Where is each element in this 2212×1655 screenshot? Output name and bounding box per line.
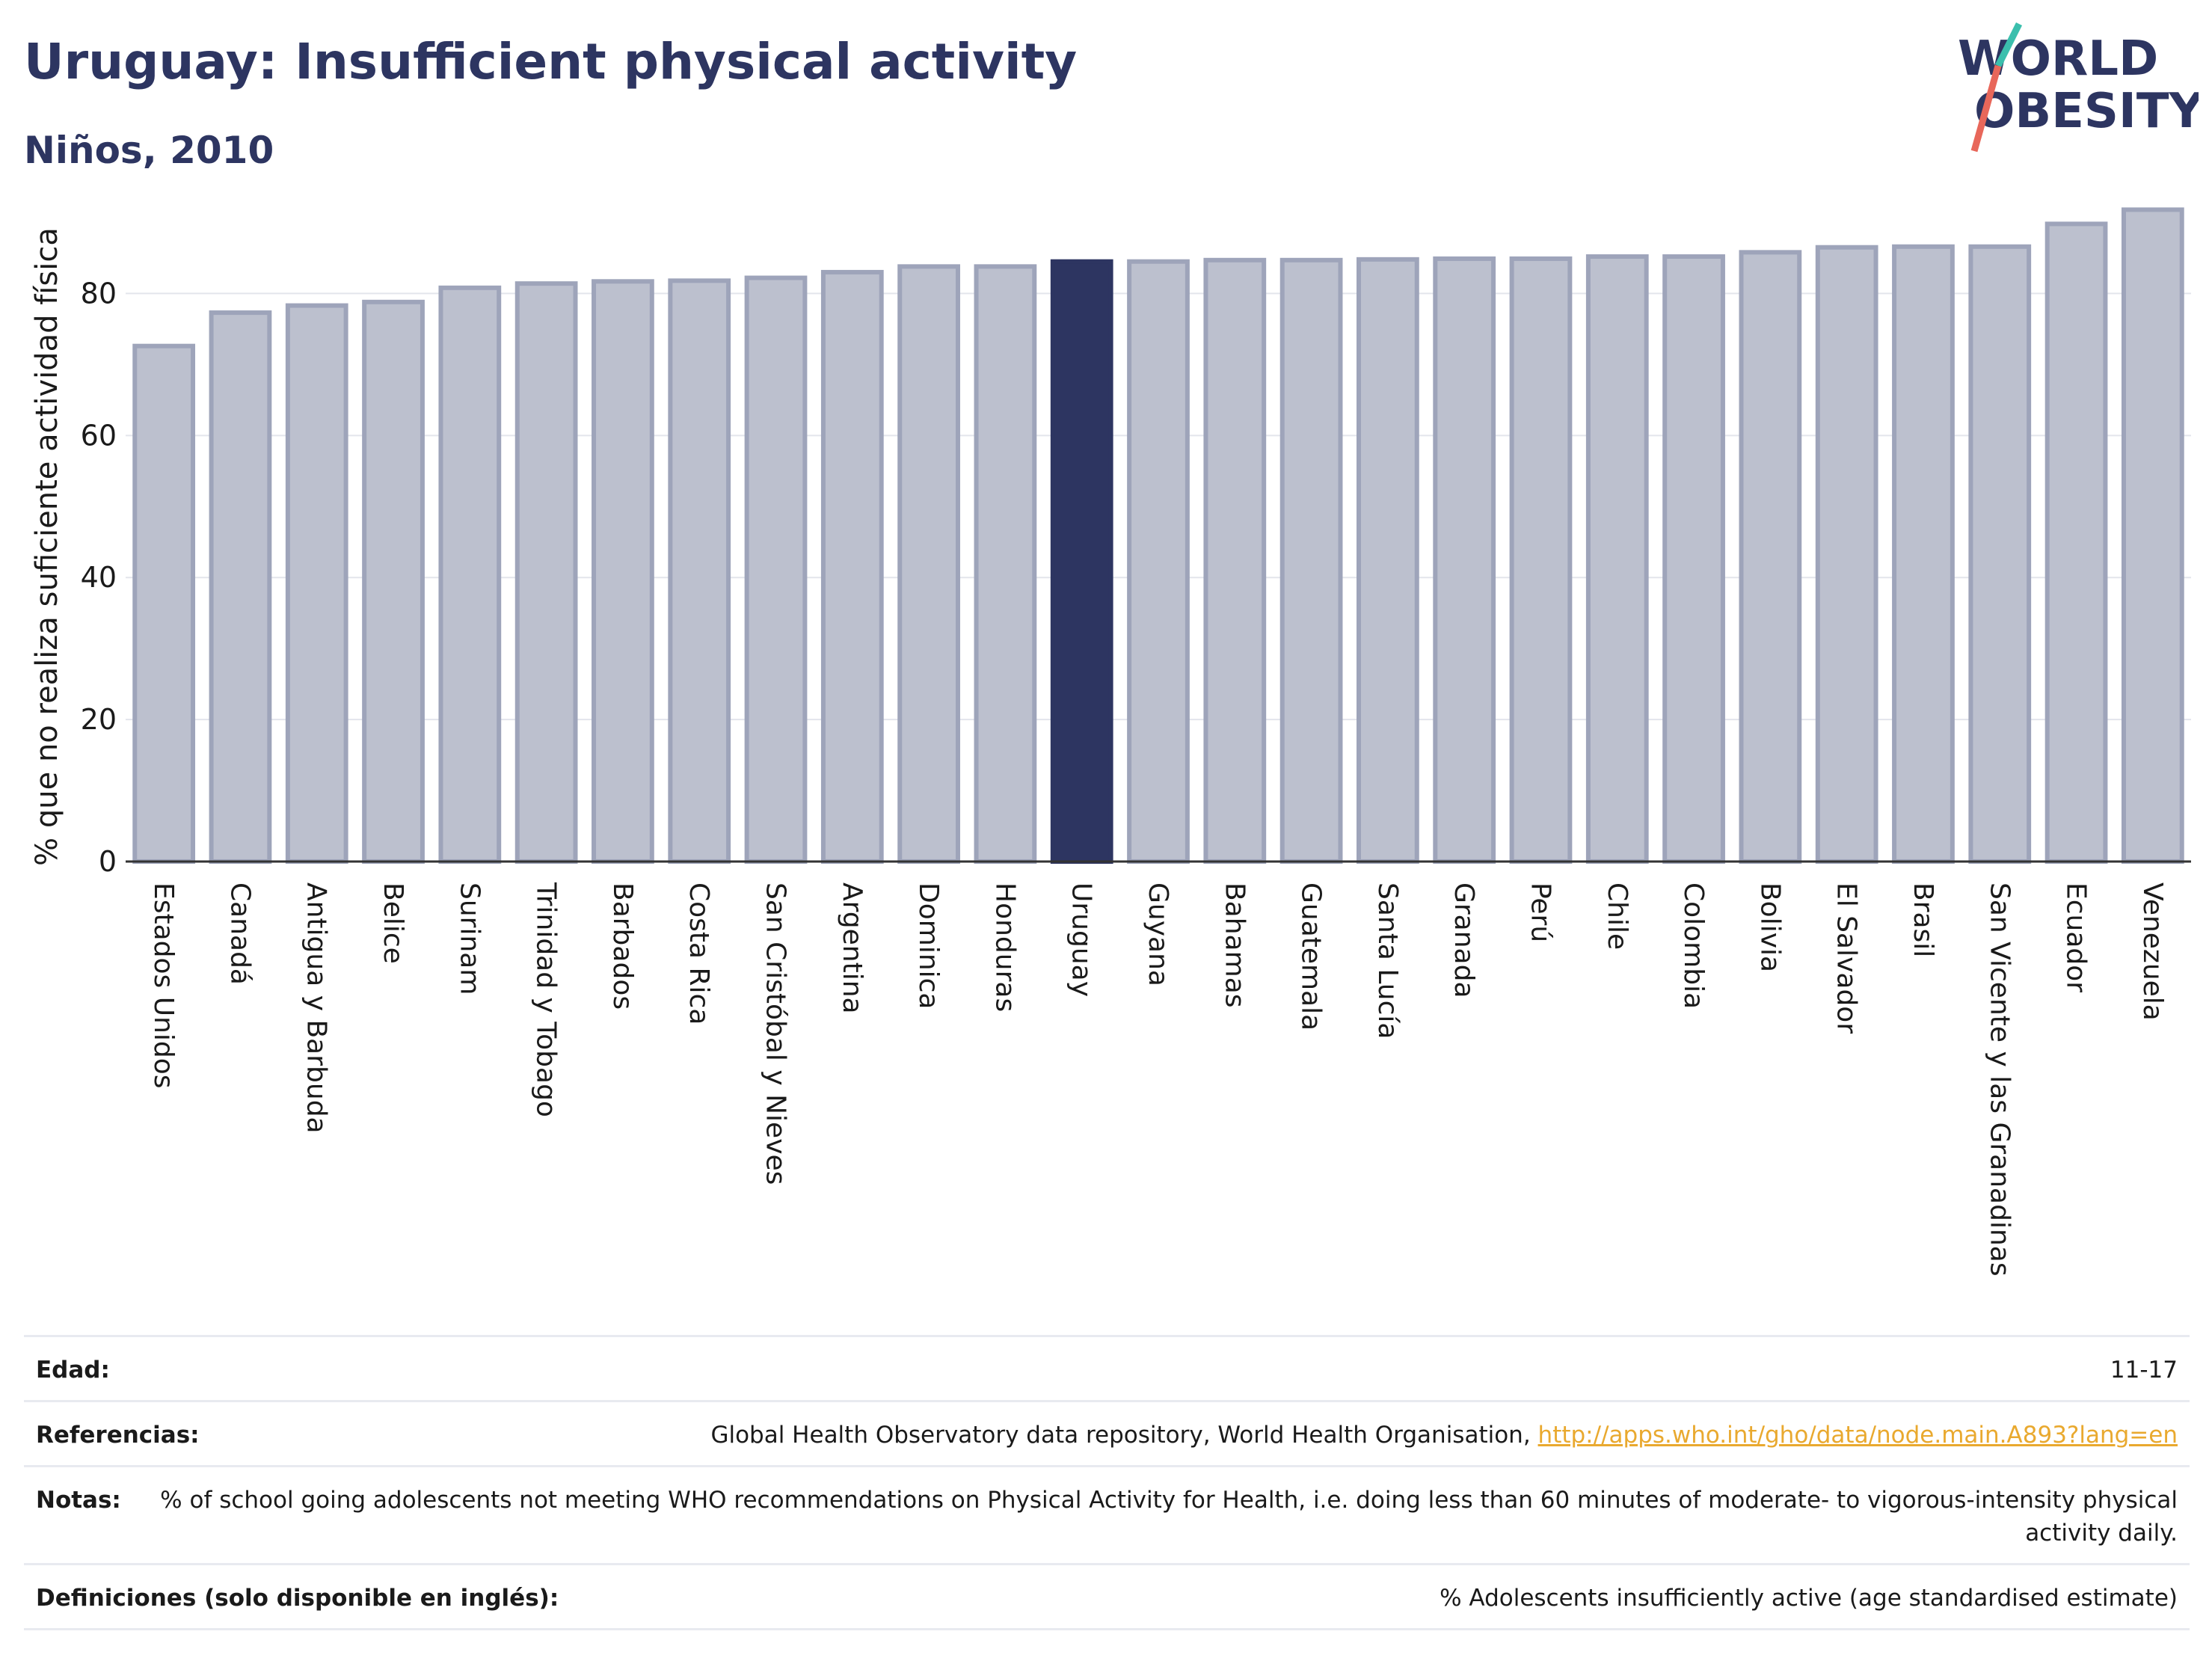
x-tick-label: Surinam <box>454 882 485 995</box>
bar <box>1662 254 1725 865</box>
metadata-key: Edad: <box>36 1357 110 1384</box>
y-tick-label: 0 <box>99 845 117 878</box>
x-tick-label: Chile <box>1602 882 1632 950</box>
x-tick-label: Perú <box>1525 882 1555 942</box>
y-tick-label: 80 <box>81 277 117 310</box>
x-tick-label: Dominica <box>913 882 944 1010</box>
logo-text-line2: OBESITY <box>1974 84 2199 139</box>
bar <box>362 299 425 864</box>
x-tick-label: San Vicente y las Granadinas <box>1984 882 2015 1277</box>
bar <box>1739 250 1802 865</box>
reference-link[interactable]: http://apps.who.int/gho/data/node.main.A… <box>1537 1422 2178 1449</box>
bar <box>2121 207 2184 864</box>
bar <box>1815 245 1878 864</box>
bar <box>1585 254 1649 865</box>
logo-text-line1: WORLD <box>1958 31 2158 87</box>
x-tick-label: Bahamas <box>1219 882 1250 1008</box>
bar <box>897 264 960 864</box>
x-tick-label: Barbados <box>607 882 638 1010</box>
bar <box>744 275 808 864</box>
logo-slash-teal <box>1994 22 2023 68</box>
bar <box>1279 257 1343 864</box>
x-tick-label: Santa Lucía <box>1372 882 1403 1039</box>
bar-chart: 0 20 40 60 80 Estados Unidos Canadá Antigua y B… <box>30 207 2191 1277</box>
bar <box>1127 259 1190 864</box>
x-tick-label: Canadá <box>224 882 255 985</box>
chart-subtitle: Niños, 2010 <box>24 129 274 172</box>
x-tick-label: Trinidad y Tobago <box>531 882 562 1117</box>
x-tick-label: Uruguay <box>1066 882 1097 997</box>
y-tick-label: 60 <box>81 419 117 452</box>
bar <box>209 310 272 865</box>
chart-title: Uruguay: Insufficient physical activity <box>24 33 1078 90</box>
bar <box>1509 256 1573 864</box>
metadata-table: Edad: 11-17 Referencias: Global Health Obse… <box>24 1335 2190 1630</box>
bar <box>2044 221 2108 864</box>
x-tick-label: Ecuador <box>2061 882 2092 992</box>
bar <box>132 343 196 864</box>
bar <box>1433 256 1496 864</box>
metadata-key: Referencias: <box>36 1422 200 1449</box>
metadata-value: % Adolescents insufficiently active (age… <box>1440 1585 2178 1612</box>
metadata-key: Notas: <box>36 1487 121 1514</box>
x-tick-label: Guatemala <box>1296 882 1327 1031</box>
bar <box>1357 257 1419 864</box>
bar <box>974 264 1037 864</box>
bar-highlight <box>1050 259 1113 864</box>
world-obesity-logo: WORLD OBESITY <box>1958 22 2199 153</box>
x-tick-label: El Salvador <box>1831 882 1862 1034</box>
metadata-value: % of school going adolescents not meetin… <box>160 1487 2178 1547</box>
bar <box>285 303 348 864</box>
metadata-row: Notas: % of school going adolescents not … <box>24 1465 2190 1563</box>
x-tick-label: Venezuela <box>2137 882 2168 1021</box>
metadata-value: 11-17 <box>2110 1357 2178 1384</box>
x-tick-label: Costa Rica <box>683 882 714 1025</box>
bar <box>1968 244 2032 864</box>
x-tick-label: Honduras <box>989 882 1020 1012</box>
y-tick-label: 20 <box>81 703 117 736</box>
metadata-row: Definiciones (solo disponible en inglés)… <box>24 1563 2190 1630</box>
y-axis-label: % que no realiza suficiente actividad fí… <box>30 227 64 866</box>
bar <box>668 278 731 865</box>
bar <box>1892 244 1955 864</box>
x-tick-label: San Cristóbal y Nieves <box>761 882 791 1185</box>
bar <box>820 269 884 864</box>
x-tick-label: Brasil <box>1908 882 1938 957</box>
bar <box>438 285 502 864</box>
bar <box>1203 257 1267 864</box>
metadata-value: Global Health Observatory data repositor… <box>710 1422 2178 1449</box>
metadata-key: Definiciones (solo disponible en inglés)… <box>36 1585 559 1612</box>
bar <box>514 281 578 864</box>
y-tick-label: 40 <box>81 561 117 594</box>
metadata-row: Edad: 11-17 <box>24 1335 2190 1400</box>
x-tick-label: Argentina <box>837 882 867 1014</box>
x-tick-label: Antigua y Barbuda <box>301 882 332 1134</box>
x-tick-label: Granada <box>1448 882 1479 998</box>
x-tick-label: Bolivia <box>1754 882 1785 972</box>
metadata-row: Referencias: Global Health Observatory da… <box>24 1400 2190 1465</box>
bar <box>592 279 654 864</box>
x-tick-label: Belice <box>378 882 408 964</box>
x-tick-label: Colombia <box>1678 882 1709 1009</box>
logo-slash-coral <box>1970 64 2002 153</box>
x-tick-label: Estados Unidos <box>148 882 179 1089</box>
x-tick-label: Guyana <box>1143 882 1173 986</box>
